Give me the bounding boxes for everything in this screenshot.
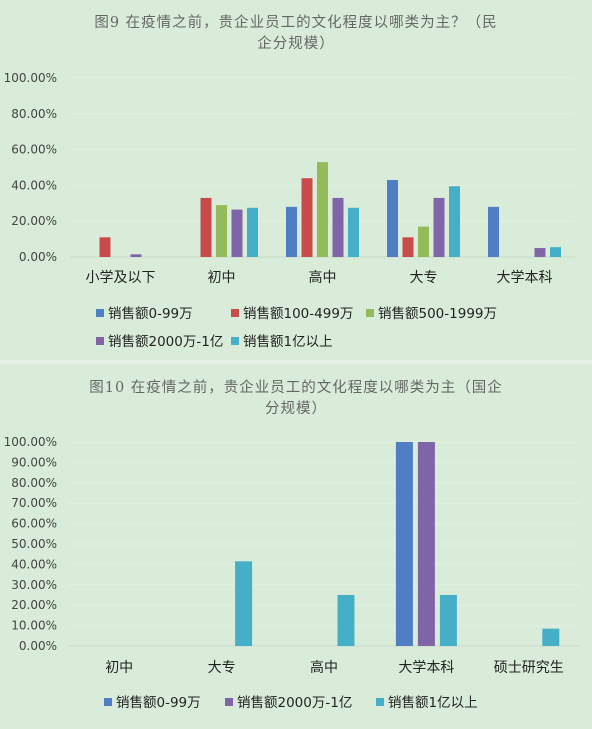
x-category-label: 大专 bbox=[208, 660, 236, 676]
bar bbox=[216, 205, 227, 257]
bar bbox=[395, 442, 413, 646]
x-category-label: 小学及以下 bbox=[86, 270, 156, 286]
legend-swatch bbox=[96, 309, 104, 317]
x-category-label: 大学本科 bbox=[398, 660, 454, 676]
legend-label: 销售额2000万-1亿 bbox=[237, 695, 353, 711]
y-tick-label: 60.00% bbox=[11, 517, 57, 531]
legend-swatch bbox=[231, 337, 239, 345]
legend-swatch bbox=[225, 698, 233, 706]
legend-label: 销售额100-499万 bbox=[243, 306, 354, 322]
bar-chart-9: 0.00% 20.00% 40.00% 60.00% 80.00% 100.00% 小学及以… bbox=[4, 71, 575, 286]
bar bbox=[387, 180, 398, 257]
bar bbox=[439, 595, 457, 646]
chart-panel-9: 图9 在疫情之前，贵企业员工的文化程度以哪类为主？（民 企分规模） 0.00% 2… bbox=[0, 0, 592, 360]
legend-swatch bbox=[96, 337, 104, 345]
chart-title: 图10 在疫情之前，贵企业员工的文化程度以哪类为主（国企 分规模） bbox=[40, 378, 552, 420]
panel-divider bbox=[0, 360, 592, 364]
bar bbox=[332, 197, 344, 257]
legend-item: 销售额1亿以上 bbox=[376, 691, 478, 711]
legend-item: 销售额0-99万 bbox=[96, 302, 193, 322]
legend-label: 销售额500-1999万 bbox=[378, 306, 497, 322]
x-category-label: 高中 bbox=[309, 269, 337, 286]
bar bbox=[200, 197, 212, 257]
legend-swatch bbox=[231, 309, 239, 317]
legend-item: 销售额0-99万 bbox=[104, 691, 201, 711]
legend-label: 销售额1亿以上 bbox=[388, 695, 478, 711]
y-tick-label: 70.00% bbox=[11, 496, 57, 510]
bar bbox=[231, 209, 243, 257]
x-category-label: 初中 bbox=[105, 659, 133, 676]
x-category-label: 大学本科 bbox=[497, 270, 553, 286]
bar bbox=[317, 162, 328, 257]
bar bbox=[99, 237, 111, 257]
y-tick-label: 100.00% bbox=[4, 435, 57, 449]
bar bbox=[534, 248, 546, 257]
x-category-label: 硕士研究生 bbox=[494, 660, 564, 676]
y-tick-label: 100.00% bbox=[4, 71, 57, 85]
legend-label: 销售额0-99万 bbox=[108, 306, 193, 322]
y-tick-label: 40.00% bbox=[11, 178, 57, 192]
bar bbox=[286, 206, 297, 257]
bar bbox=[301, 178, 313, 257]
x-category-label: 高中 bbox=[310, 659, 338, 676]
chart-title-line-1: 图10 在疫情之前，贵企业员工的文化程度以哪类为主（国企 bbox=[89, 380, 503, 396]
chart-panel-10: 图10 在疫情之前，贵企业员工的文化程度以哪类为主（国企 分规模） 0.00% 1… bbox=[0, 364, 592, 729]
bar bbox=[402, 237, 414, 257]
legend-item: 销售额2000万-1亿 bbox=[225, 691, 352, 711]
bar bbox=[337, 595, 355, 646]
legend-label: 销售额2000万-1亿 bbox=[108, 334, 224, 350]
y-tick-label: 50.00% bbox=[11, 537, 57, 551]
bar bbox=[348, 207, 359, 257]
bar bbox=[418, 226, 429, 257]
y-tick-label: 60.00% bbox=[11, 143, 57, 157]
x-category-label: 初中 bbox=[208, 269, 236, 286]
bar bbox=[130, 254, 142, 257]
y-tick-label: 30.00% bbox=[11, 578, 57, 592]
y-tick-label: 40.00% bbox=[11, 557, 57, 571]
chart-title-line-1: 图9 在疫情之前，贵企业员工的文化程度以哪类为主？（民 bbox=[94, 15, 498, 31]
legend-swatch bbox=[366, 309, 374, 317]
bar bbox=[433, 197, 445, 257]
x-category-label: 大专 bbox=[410, 270, 438, 286]
bar bbox=[488, 206, 499, 257]
legend-item: 销售额1亿以上 bbox=[231, 330, 333, 350]
legend-swatch bbox=[104, 698, 112, 706]
bar-chart-10: 0.00% 10.00% 20.00% 30.00% 40.00% 50.00% 60.00… bbox=[4, 435, 580, 676]
bar bbox=[235, 561, 253, 646]
y-tick-label: 90.00% bbox=[11, 455, 57, 469]
y-tick-label: 10.00% bbox=[11, 619, 57, 633]
bar bbox=[449, 186, 460, 257]
y-tick-label: 80.00% bbox=[11, 107, 57, 121]
bar bbox=[417, 442, 435, 646]
chart-title-line-2: 分规模） bbox=[265, 401, 327, 417]
bar bbox=[550, 247, 561, 257]
y-tick-label: 0.00% bbox=[19, 639, 57, 653]
legend-label: 销售额0-99万 bbox=[116, 695, 201, 711]
legend-swatch bbox=[376, 698, 384, 706]
legend-item: 销售额2000万-1亿 bbox=[96, 330, 223, 350]
legend-item: 销售额100-499万 bbox=[231, 302, 353, 322]
y-tick-label: 20.00% bbox=[11, 598, 57, 612]
chart-title-line-2: 企分规模） bbox=[257, 36, 335, 52]
y-tick-label: 20.00% bbox=[11, 214, 57, 228]
bar bbox=[247, 207, 258, 257]
y-tick-label: 80.00% bbox=[11, 476, 57, 490]
y-tick-label: 0.00% bbox=[19, 250, 57, 264]
legend-item: 销售额500-1999万 bbox=[366, 302, 497, 322]
chart-title: 图9 在疫情之前，贵企业员工的文化程度以哪类为主？（民 企分规模） bbox=[40, 13, 552, 55]
legend-label: 销售额1亿以上 bbox=[243, 334, 333, 350]
bar bbox=[542, 628, 560, 646]
